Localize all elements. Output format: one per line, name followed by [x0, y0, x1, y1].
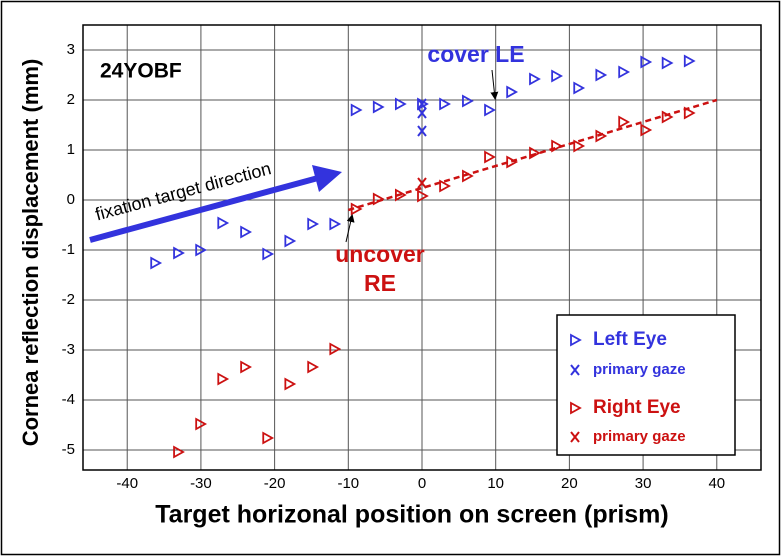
y-tick-label: -4 — [62, 391, 75, 408]
triangle-marker — [284, 234, 297, 248]
y-tick-label: 2 — [67, 91, 75, 108]
legend-label: primary gaze — [593, 428, 686, 445]
x-axis-title: Target horizonal position on screen (pri… — [155, 501, 668, 529]
y-tick-label: -3 — [62, 341, 75, 358]
legend-label: Left Eye — [593, 329, 667, 350]
x-marker — [417, 125, 427, 137]
annotation: uncover — [335, 241, 425, 267]
trend-line — [347, 98, 718, 212]
triangle-marker — [640, 123, 653, 137]
triangle-marker — [217, 372, 230, 386]
y-tick-label: 1 — [67, 141, 75, 158]
triangle-marker — [195, 417, 208, 431]
triangle-marker — [284, 377, 297, 391]
annotation: cover LE — [427, 41, 524, 67]
triangle-marker — [462, 94, 474, 108]
chart-label: 24YOBF — [100, 60, 182, 83]
x-tick-label: -10 — [337, 475, 359, 492]
triangle-marker — [573, 81, 586, 95]
y-tick-label: -1 — [62, 241, 75, 258]
plot-border — [82, 24, 762, 471]
x-tick-label: 20 — [561, 475, 578, 492]
triangle-marker — [173, 246, 185, 260]
triangle-marker — [595, 129, 608, 143]
legend-marker — [570, 431, 580, 443]
legend: Left Eye primary gaze Right Eye primary gaz… — [556, 314, 736, 456]
x-tick-label: 40 — [708, 475, 725, 492]
triangle-marker — [484, 150, 496, 164]
triangle-marker — [350, 202, 363, 216]
triangle-marker — [307, 360, 320, 374]
triangle-marker — [350, 103, 363, 117]
x-tick-label: 0 — [418, 475, 426, 492]
triangle-marker — [439, 179, 451, 193]
triangle-marker — [394, 97, 407, 111]
triangle-marker — [661, 110, 674, 124]
legend-marker — [570, 333, 582, 347]
triangle-marker — [240, 360, 252, 374]
y-tick-label: -2 — [62, 291, 75, 308]
triangle-marker — [661, 56, 674, 70]
triangle-marker — [217, 216, 230, 230]
x-marker — [417, 177, 427, 189]
legend-marker — [570, 364, 580, 376]
triangle-marker — [195, 243, 208, 257]
y-tick-label: 3 — [67, 41, 75, 58]
x-tick-label: -30 — [190, 475, 212, 492]
triangle-marker — [372, 100, 385, 114]
triangle-marker — [595, 68, 608, 82]
triangle-marker — [417, 189, 429, 203]
x-tick-label: -40 — [116, 475, 138, 492]
triangle-marker — [640, 55, 653, 69]
triangle-marker — [618, 115, 631, 129]
triangle-marker — [439, 97, 451, 111]
legend-box — [556, 314, 736, 456]
triangle-marker — [417, 97, 429, 111]
triangle-marker — [618, 65, 631, 79]
x-tick-label: 10 — [487, 475, 504, 492]
x-tick-label: 30 — [635, 475, 652, 492]
x-tick-label: -20 — [264, 475, 286, 492]
y-tick-label: -5 — [62, 441, 75, 458]
triangle-marker — [462, 169, 474, 183]
triangle-marker — [506, 155, 519, 169]
annotation: RE — [364, 270, 396, 296]
triangle-marker — [329, 217, 342, 231]
triangle-marker — [173, 445, 185, 459]
annotation-arrow — [345, 214, 355, 243]
y-tick-label: 0 — [67, 191, 75, 208]
triangle-marker — [683, 54, 696, 68]
x-marker — [417, 98, 427, 110]
annotation-arrow — [490, 69, 499, 100]
triangle-marker — [150, 256, 163, 270]
direction-arrowhead — [312, 165, 342, 192]
triangle-marker — [551, 139, 563, 153]
triangle-marker — [394, 188, 407, 202]
triangle-marker — [262, 431, 275, 445]
legend-label: Right Eye — [593, 397, 681, 418]
triangle-marker — [240, 225, 252, 239]
triangle-marker — [372, 192, 385, 206]
triangle-marker — [484, 103, 496, 117]
triangle-marker — [506, 85, 519, 99]
triangle-marker — [551, 69, 563, 83]
triangle-marker — [262, 247, 275, 261]
y-axis-title: Cornea reflection displacement (mm) — [18, 59, 43, 447]
triangle-marker — [573, 139, 586, 153]
triangle-marker — [683, 106, 696, 120]
triangle-marker — [307, 217, 320, 231]
triangle-marker — [529, 72, 541, 86]
triangle-marker — [529, 146, 541, 160]
direction-arrow — [89, 175, 319, 243]
x-marker — [417, 107, 427, 119]
legend-label: primary gaze — [593, 361, 686, 378]
legend-marker — [570, 401, 582, 415]
triangle-marker — [329, 342, 342, 356]
